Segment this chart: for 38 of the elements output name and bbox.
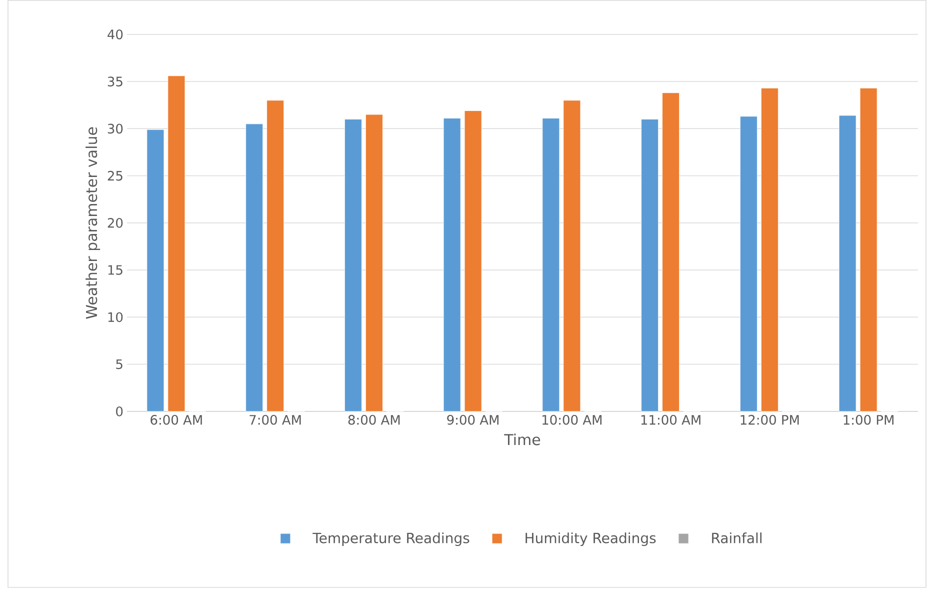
x-tick-label: 6:00 AM <box>150 414 202 425</box>
bar <box>464 110 482 412</box>
legend-label: Temperature Readings <box>312 532 470 546</box>
y-tick-label: 40 <box>108 29 123 40</box>
bar <box>662 92 680 412</box>
y-tick-label: 10 <box>108 312 123 322</box>
bar <box>266 100 284 412</box>
legend-label: Rainfall <box>712 532 762 544</box>
bar <box>860 88 878 412</box>
bar <box>563 100 581 412</box>
bar <box>838 115 856 412</box>
bar <box>168 75 186 412</box>
legend-label: Humidity Readings <box>526 532 656 546</box>
x-tick-label: 7:00 AM <box>250 414 301 425</box>
x-tick-label: 11:00 AM <box>641 414 700 425</box>
x-axis-title: Time <box>504 433 540 446</box>
x-tick-label: 1:00 PM <box>844 414 894 425</box>
x-tick-label: 10:00 AM <box>542 414 602 425</box>
y-tick-label: 35 <box>108 76 122 86</box>
y-tick-label: 15 <box>108 265 122 275</box>
y-tick-label: 30 <box>108 124 123 134</box>
bar <box>542 118 560 412</box>
x-tick-label: 8:00 AM <box>348 414 400 425</box>
bar <box>760 88 778 412</box>
bar <box>443 118 461 412</box>
y-tick-label: 0 <box>116 406 123 416</box>
x-tick-label: 12:00 PM <box>740 414 799 425</box>
bar <box>365 114 383 412</box>
bar <box>344 118 362 412</box>
bar <box>246 124 264 412</box>
y-tick-label: 5 <box>116 359 122 369</box>
bar <box>146 129 164 412</box>
x-tick-label: 9:00 AM <box>447 414 498 425</box>
bar <box>641 118 659 412</box>
bar <box>740 116 758 412</box>
y-tick-label: 20 <box>108 218 123 228</box>
y-tick-label: 25 <box>108 170 122 181</box>
y-axis-title: Weather parameter value <box>86 127 100 319</box>
